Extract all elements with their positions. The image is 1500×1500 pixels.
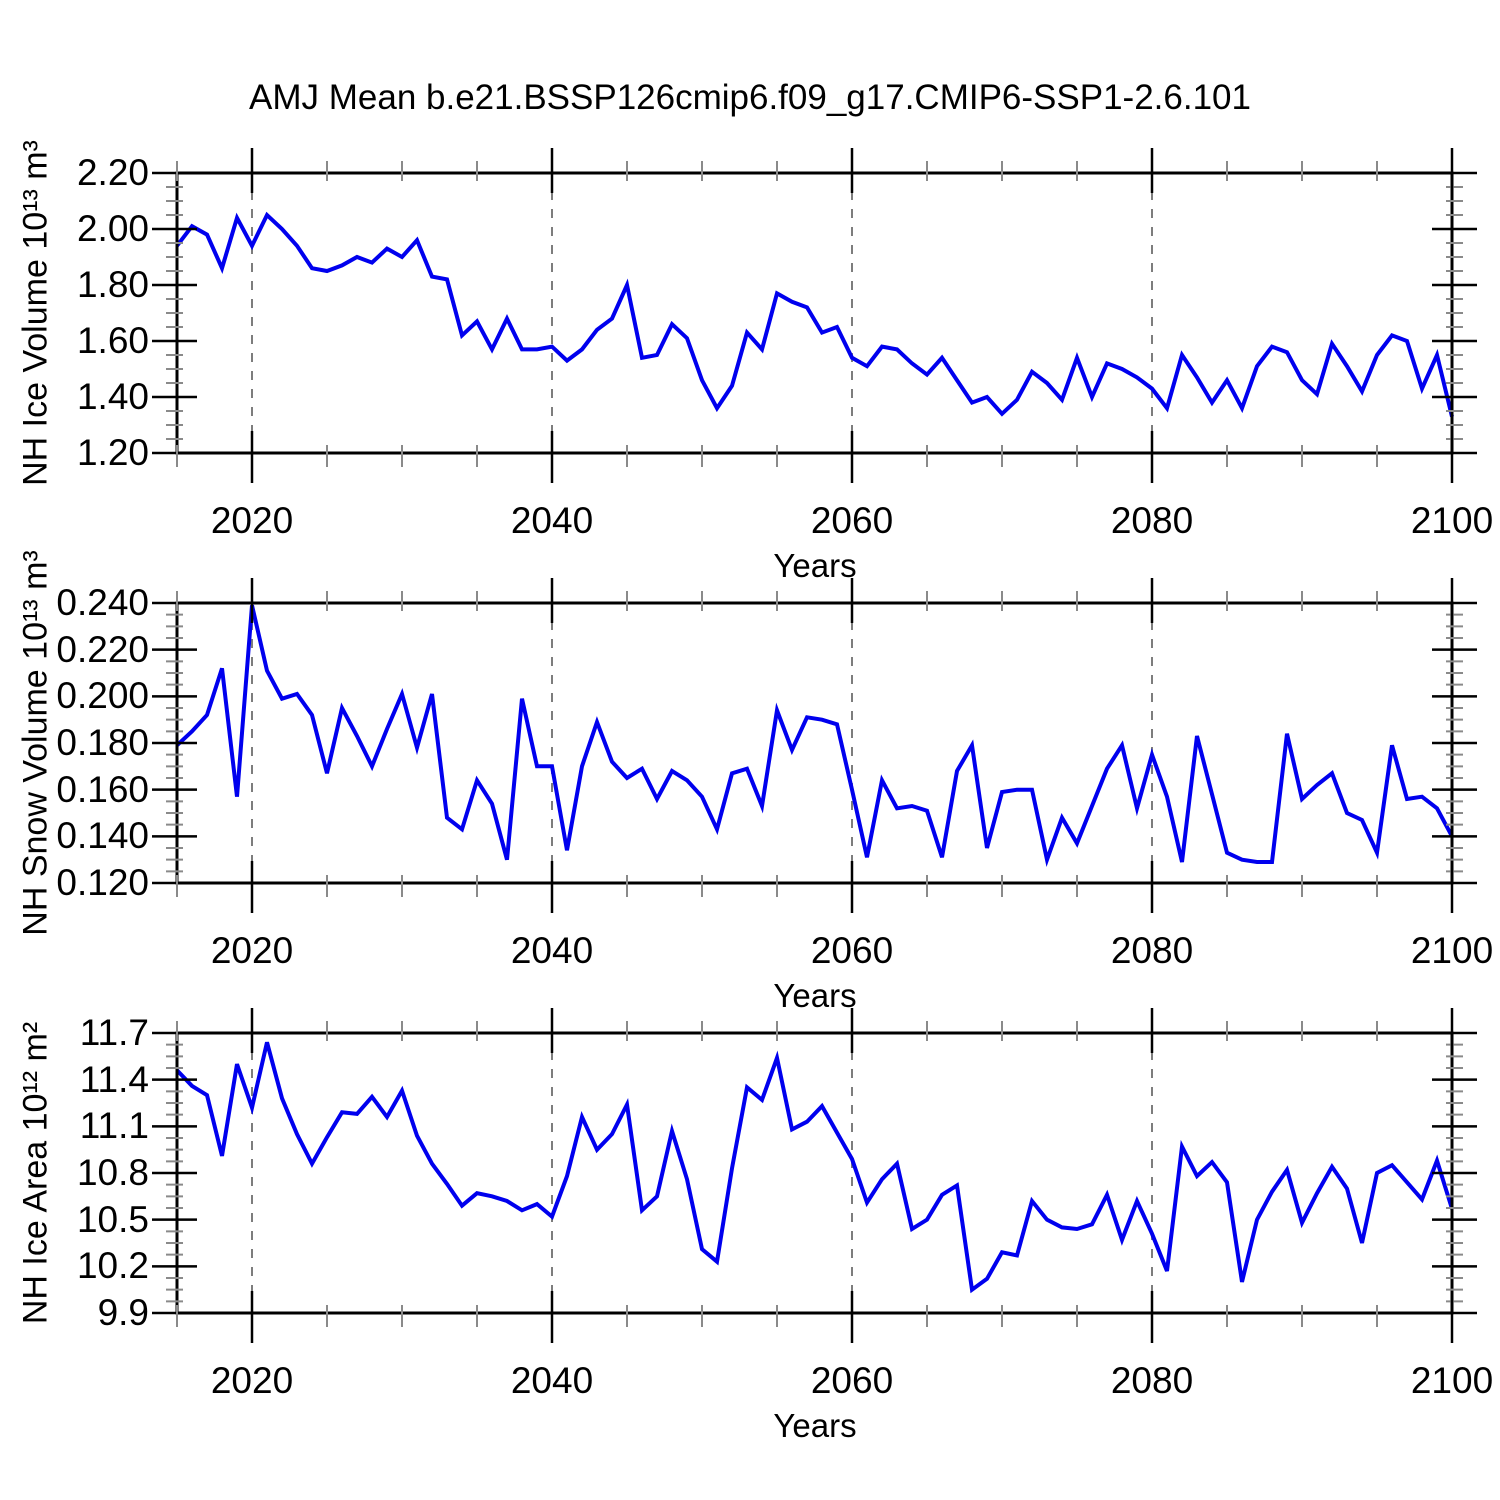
x-axis-title-panel2: Years <box>773 977 857 1014</box>
x-tick-label: 2100 <box>1410 500 1494 541</box>
y-tick-label: 11.4 <box>79 1058 149 1100</box>
x-tick-label: 2100 <box>1410 930 1494 971</box>
y-tick-label: 1.40 <box>76 376 149 417</box>
y-tick-label: 9.9 <box>97 1292 149 1333</box>
x-tick-label: 2020 <box>210 930 294 971</box>
plot-frame <box>175 1031 1454 1315</box>
y-tick-label: 2.20 <box>76 152 149 193</box>
y-tick-label: 10.8 <box>76 1152 149 1193</box>
y-tick-label: 0.200 <box>56 675 149 717</box>
y-tick-label: 0.160 <box>56 768 149 810</box>
x-tick-label: 2020 <box>210 1360 294 1401</box>
x-tick-label: 2080 <box>1110 500 1194 541</box>
series-nh-ice-area <box>175 1041 1454 1294</box>
plot-frame <box>175 171 1454 455</box>
series-nh-snow-volume <box>175 604 1454 867</box>
y-tick-label: 0.140 <box>56 815 149 857</box>
x-axis-title-panel1: Years <box>773 547 857 584</box>
plot-frame <box>175 601 1454 885</box>
y-tick-label: 11.1 <box>79 1105 149 1147</box>
y-tick-label: 0.220 <box>56 628 149 670</box>
y-tick-label: 11.7 <box>79 1012 149 1053</box>
x-tick-label: 2040 <box>510 1360 594 1401</box>
x-tick-label: 2040 <box>510 500 594 541</box>
y-tick-label: 10.2 <box>76 1245 149 1287</box>
y-axis-title-ice-volume: NH Ice Volume 10¹³ m³ <box>16 140 55 486</box>
x-tick-label: 2080 <box>1110 930 1194 971</box>
x-tick-label: 2060 <box>810 500 894 541</box>
y-tick-label: 1.20 <box>76 432 149 473</box>
y-tick-label: 0.240 <box>56 582 149 623</box>
y-axis-title-snow-volume: NH Snow Volume 10¹³ m³ <box>16 550 55 936</box>
y-tick-label: 0.180 <box>56 722 149 763</box>
y-tick-label: 10.5 <box>76 1198 149 1240</box>
x-axis-title-panel3: Years <box>773 1407 857 1444</box>
y-tick-label: 2.00 <box>76 208 149 249</box>
x-tick-label: 2100 <box>1410 1360 1494 1401</box>
x-tick-label: 2020 <box>210 500 294 541</box>
y-axis-title-ice-area: NH Ice Area 10¹² m² <box>16 1021 55 1325</box>
y-tick-label: 1.80 <box>76 264 149 305</box>
y-tick-label: 0.120 <box>56 862 149 903</box>
figure-title: AMJ Mean b.e21.BSSP126cmip6.f09_g17.CMIP… <box>249 78 1251 117</box>
series-nh-ice-volume <box>175 211 1454 418</box>
x-tick-label: 2060 <box>810 1360 894 1401</box>
y-tick-label: 1.60 <box>76 320 149 361</box>
x-tick-label: 2060 <box>810 930 894 971</box>
x-tick-label: 2080 <box>1110 1360 1194 1401</box>
x-tick-label: 2040 <box>510 930 594 971</box>
